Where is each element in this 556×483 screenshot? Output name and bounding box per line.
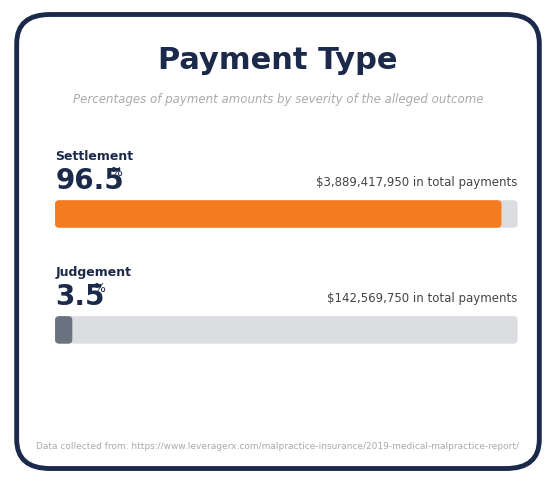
FancyBboxPatch shape [55, 200, 518, 227]
Text: %: % [110, 166, 122, 179]
Text: Data collected from: https://www.leveragerx.com/malpractice-insurance/2019-medic: Data collected from: https://www.leverag… [37, 442, 519, 451]
Text: %: % [93, 282, 106, 295]
FancyBboxPatch shape [55, 316, 518, 344]
Text: Payment Type: Payment Type [158, 46, 398, 75]
Text: 3.5: 3.5 [56, 283, 105, 311]
Text: $142,569,750 in total payments: $142,569,750 in total payments [327, 292, 517, 305]
Text: Judgement: Judgement [56, 267, 132, 279]
FancyBboxPatch shape [17, 14, 539, 469]
Text: $3,889,417,950 in total payments: $3,889,417,950 in total payments [316, 176, 517, 189]
FancyBboxPatch shape [55, 316, 72, 344]
Text: 96.5: 96.5 [56, 167, 125, 195]
Text: Percentages of payment amounts by severity of the alleged outcome: Percentages of payment amounts by severi… [73, 93, 483, 105]
Text: Settlement: Settlement [56, 151, 134, 163]
FancyBboxPatch shape [55, 200, 502, 227]
